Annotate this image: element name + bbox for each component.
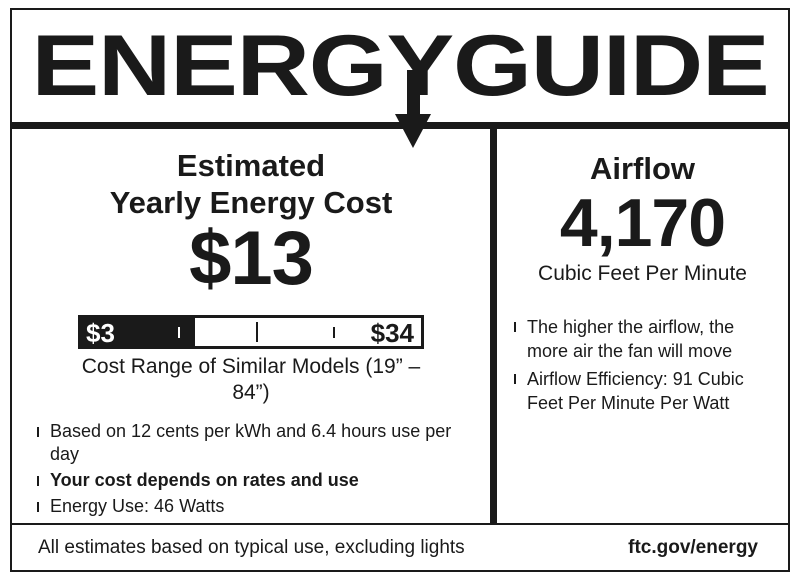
airflow-bullet-list: The higher the airflow, the more air the… [511, 315, 773, 415]
footer-divider [12, 523, 788, 525]
cost-range-tick [332, 327, 335, 338]
down-arrow-head [395, 114, 431, 148]
estimated-cost-panel: Estimated Yearly Energy Cost $13 $3 $34 … [12, 129, 490, 525]
cost-range-tick [177, 327, 180, 338]
cost-range-tick [256, 322, 259, 342]
bullet-tick-icon [514, 322, 516, 332]
cost-range-low-label: $3 [86, 318, 115, 348]
list-item-label: Energy Use: 46 Watts [50, 496, 225, 516]
cost-range-fill [81, 318, 195, 346]
list-item-label: Based on 12 cents per kWh and 6.4 hours … [50, 421, 452, 464]
airflow-panel: Airflow 4,170 Cubic Feet Per Minute The … [497, 129, 788, 525]
label-footer: All estimates based on typical use, excl… [12, 525, 788, 570]
airflow-value: 4,170 [559, 185, 726, 261]
list-item: Energy Use: 46 Watts [34, 495, 474, 518]
list-item: Airflow Efficiency: 91 Cubic Feet Per Mi… [511, 367, 773, 415]
cost-range-widget: $3 $34 Cost Range of Similar Models (19”… [78, 315, 424, 406]
bullet-tick-icon [37, 427, 39, 437]
cost-range-caption: Cost Range of Similar Models (19” – 84”) [81, 355, 421, 404]
panel-divider [490, 129, 497, 525]
bullet-tick-icon [37, 476, 39, 486]
estimated-cost-amount: $13 [189, 216, 314, 301]
cost-heading-line1: Estimated [176, 148, 326, 183]
down-arrow-stem [407, 70, 420, 122]
list-item-label: The higher the airflow, the more air the… [527, 317, 735, 361]
bullet-tick-icon [514, 374, 516, 384]
cost-range-high-label: $34 [370, 318, 414, 348]
airflow-heading: Airflow [589, 151, 696, 186]
energyguide-logo: ENERGYGUIDE [31, 18, 770, 114]
list-item: Based on 12 cents per kWh and 6.4 hours … [34, 420, 474, 466]
label-header: ENERGYGUIDE [12, 10, 788, 122]
list-item: The higher the airflow, the more air the… [511, 315, 773, 363]
list-item-label: Your cost depends on rates and use [50, 470, 359, 490]
footer-url: ftc.gov/energy [628, 536, 758, 558]
airflow-units: Cubic Feet Per Minute [538, 262, 747, 285]
label-body: Estimated Yearly Energy Cost $13 $3 $34 … [12, 129, 788, 525]
cost-range-bar: $3 $34 [78, 315, 424, 349]
cost-bullet-list: Based on 12 cents per kWh and 6.4 hours … [34, 420, 474, 518]
list-item-label: Airflow Efficiency: 91 Cubic Feet Per Mi… [527, 369, 744, 413]
cost-heading-line2: Yearly Energy Cost [109, 185, 393, 220]
energyguide-label: ENERGYGUIDE Estimated Yearly Energy Cost… [10, 8, 790, 572]
footer-note: All estimates based on typical use, excl… [38, 536, 465, 558]
down-arrow-icon [395, 70, 431, 148]
bullet-tick-icon [37, 502, 39, 512]
list-item: Your cost depends on rates and use [34, 469, 474, 492]
